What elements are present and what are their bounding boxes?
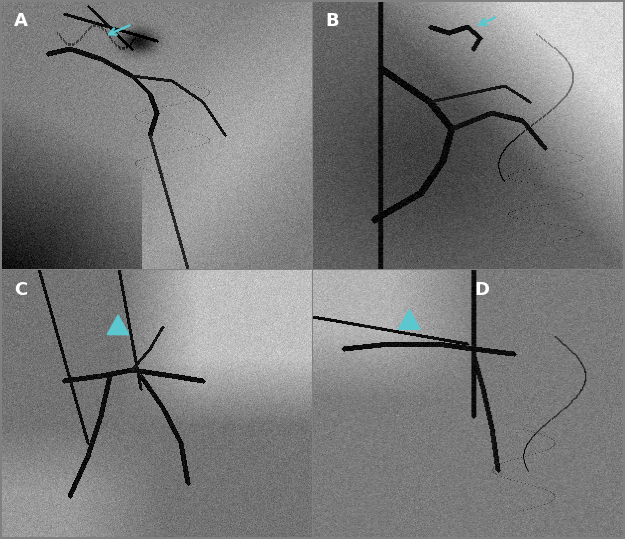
Text: C: C — [14, 281, 28, 299]
Text: B: B — [326, 12, 339, 30]
Polygon shape — [399, 310, 420, 329]
Text: D: D — [474, 281, 489, 299]
Text: A: A — [14, 12, 28, 30]
Polygon shape — [107, 315, 129, 335]
